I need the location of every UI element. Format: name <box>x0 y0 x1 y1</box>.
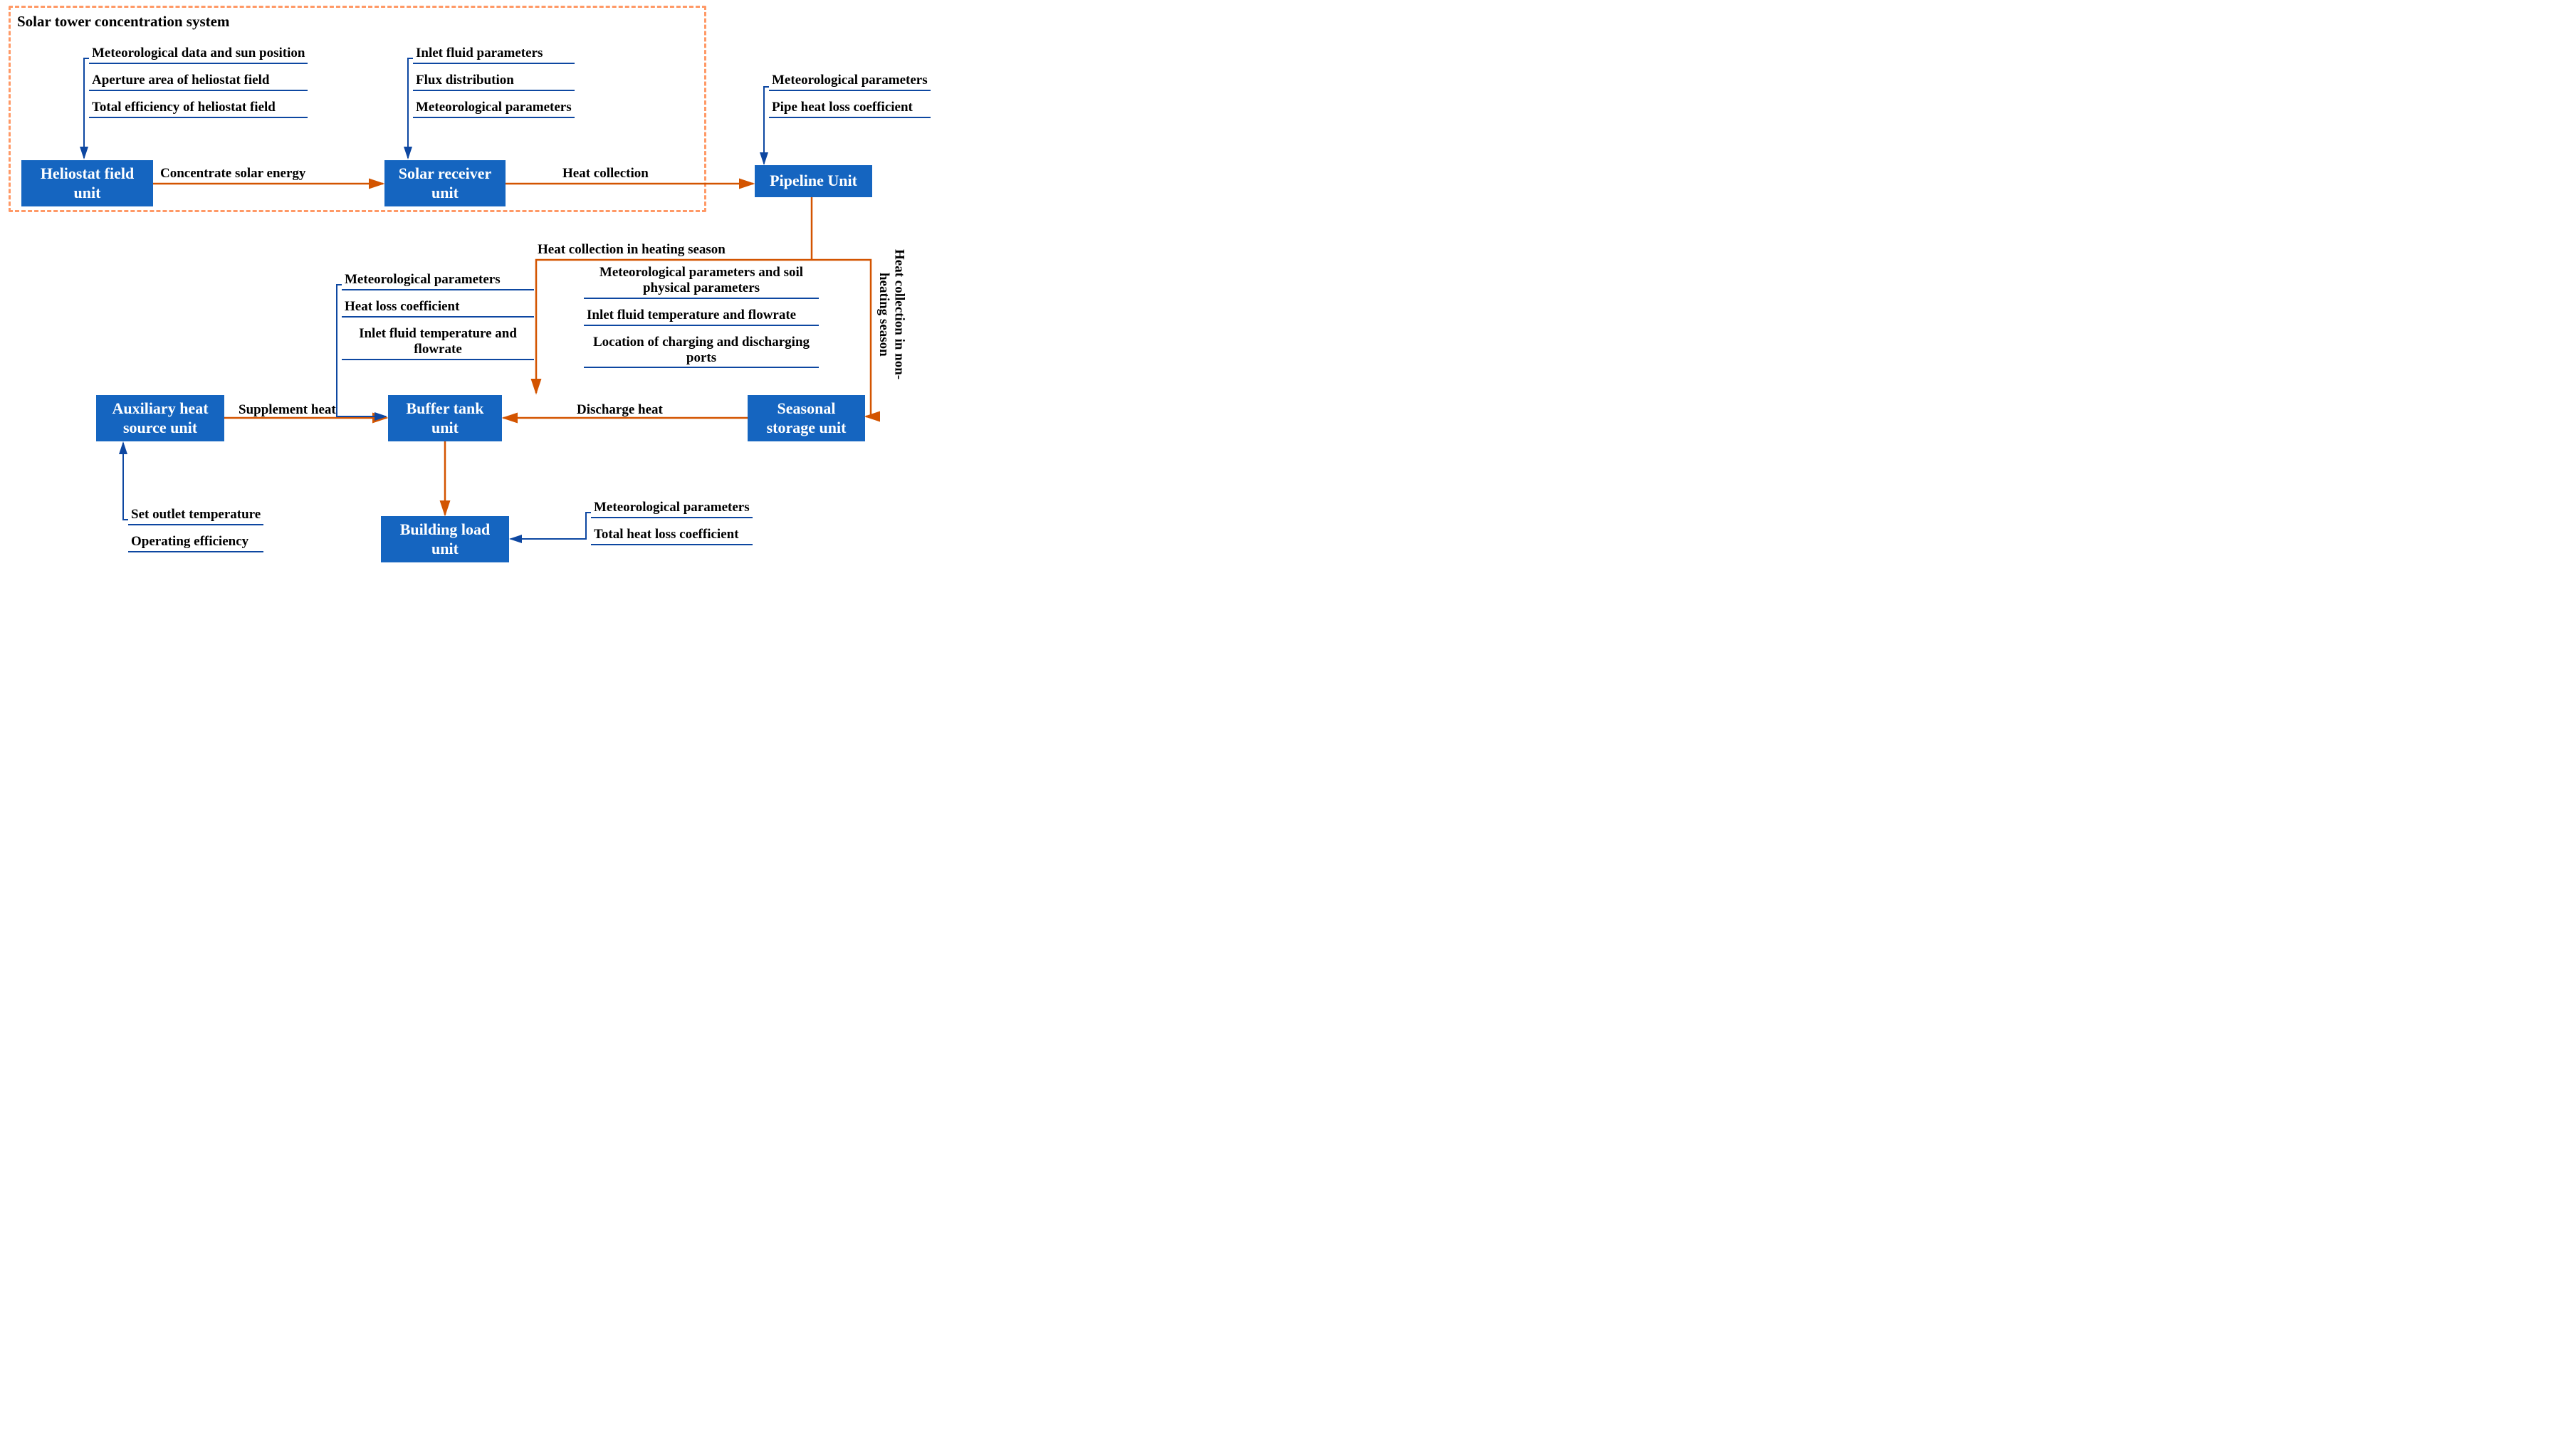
param-item: Meteorological parameters <box>342 271 534 290</box>
param-item: Location of charging and discharging por… <box>584 333 819 369</box>
params-pipeline: Meteorological parameters Pipe heat loss… <box>769 71 931 125</box>
param-item: Pipe heat loss coefficient <box>769 98 931 118</box>
params-buffer: Meteorological parameters Heat loss coef… <box>342 271 534 367</box>
param-item: Meteorological parameters <box>769 71 931 91</box>
label-discharge: Discharge heat <box>577 402 663 418</box>
param-item: Set outlet temperature <box>128 505 263 525</box>
param-item: Flux distribution <box>413 71 575 91</box>
params-auxiliary: Set outlet temperature Operating efficie… <box>128 505 263 560</box>
param-item: Heat loss coefficient <box>342 298 534 318</box>
param-item: Total efficiency of heliostat field <box>89 98 308 118</box>
unit-seasonal: Seasonal storage unit <box>748 395 865 441</box>
unit-auxiliary: Auxiliary heat source unit <box>96 395 224 441</box>
label-heat-collection: Heat collection <box>562 166 649 182</box>
params-building: Meteorological parameters Total heat los… <box>591 498 753 552</box>
params-seasonal: Meteorological parameters and soil physi… <box>584 263 819 375</box>
param-item: Inlet fluid temperature and flowrate <box>342 325 534 360</box>
label-concentrate: Concentrate solar energy <box>160 166 305 182</box>
param-item: Operating efficiency <box>128 533 263 552</box>
param-item: Meteorological data and sun position <box>89 44 308 64</box>
param-item: Meteorological parameters <box>591 498 753 518</box>
label-supplement: Supplement heat <box>239 402 336 418</box>
param-item: Meteorological parameters <box>413 98 575 118</box>
unit-heliostat: Heliostat field unit <box>21 160 153 206</box>
flowchart-diagram: Solar tower concentration system Heliost… <box>0 0 1068 605</box>
unit-building: Building load unit <box>381 516 509 562</box>
param-item: Meteorological parameters and soil physi… <box>584 263 819 299</box>
param-item: Aperture area of heliostat field <box>89 71 308 91</box>
param-item: Total heat loss coefficient <box>591 525 753 545</box>
params-heliostat: Meteorological data and sun position Ape… <box>89 44 308 125</box>
unit-receiver: Solar receiver unit <box>384 160 506 206</box>
label-heating-season: Heat collection in heating season <box>538 242 726 258</box>
unit-pipeline: Pipeline Unit <box>755 165 872 197</box>
label-non-heating-season: Heat collection in non-heating season <box>876 236 907 393</box>
unit-buffer: Buffer tank unit <box>388 395 502 441</box>
param-item: Inlet fluid parameters <box>413 44 575 64</box>
params-receiver: Inlet fluid parameters Flux distribution… <box>413 44 575 125</box>
dashed-region-title: Solar tower concentration system <box>17 13 229 31</box>
param-item: Inlet fluid temperature and flowrate <box>584 306 819 326</box>
